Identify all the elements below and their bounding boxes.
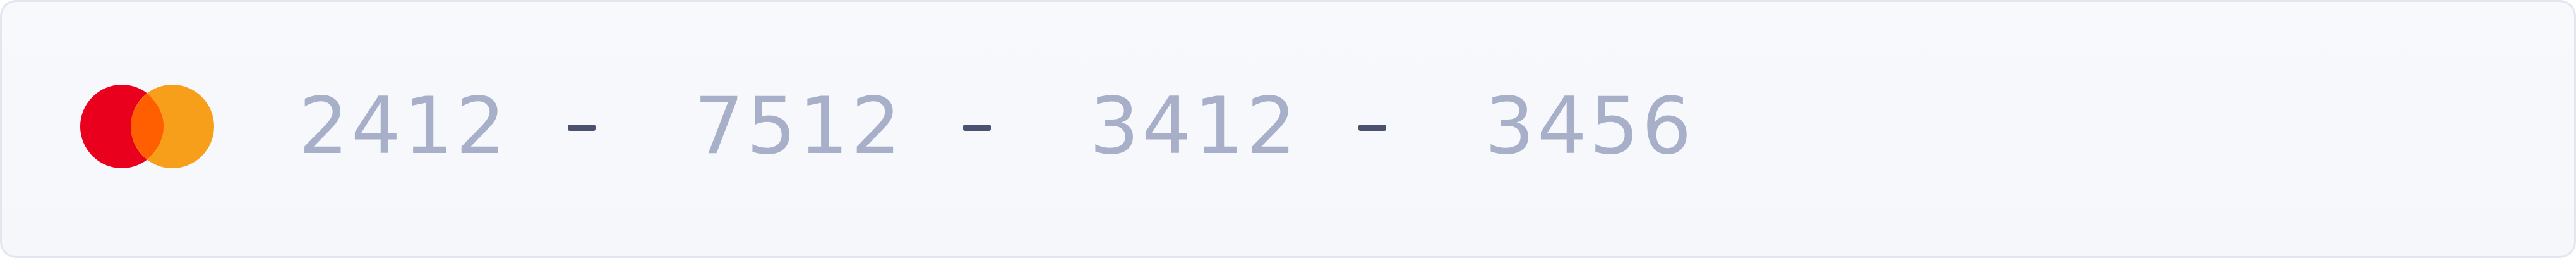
card-number[interactable]: 2412 7512 3412 3456 <box>299 81 1694 172</box>
card-number-group-4[interactable]: 3456 <box>1485 81 1694 172</box>
card-number-group-1[interactable]: 2412 <box>299 81 508 172</box>
group-separator <box>963 125 991 131</box>
group-separator <box>568 125 596 131</box>
card-number-group-3[interactable]: 3412 <box>1089 81 1299 172</box>
card-number-group-2[interactable]: 7512 <box>694 81 904 172</box>
mastercard-logo-icon <box>80 85 214 168</box>
group-separator <box>1358 125 1386 131</box>
